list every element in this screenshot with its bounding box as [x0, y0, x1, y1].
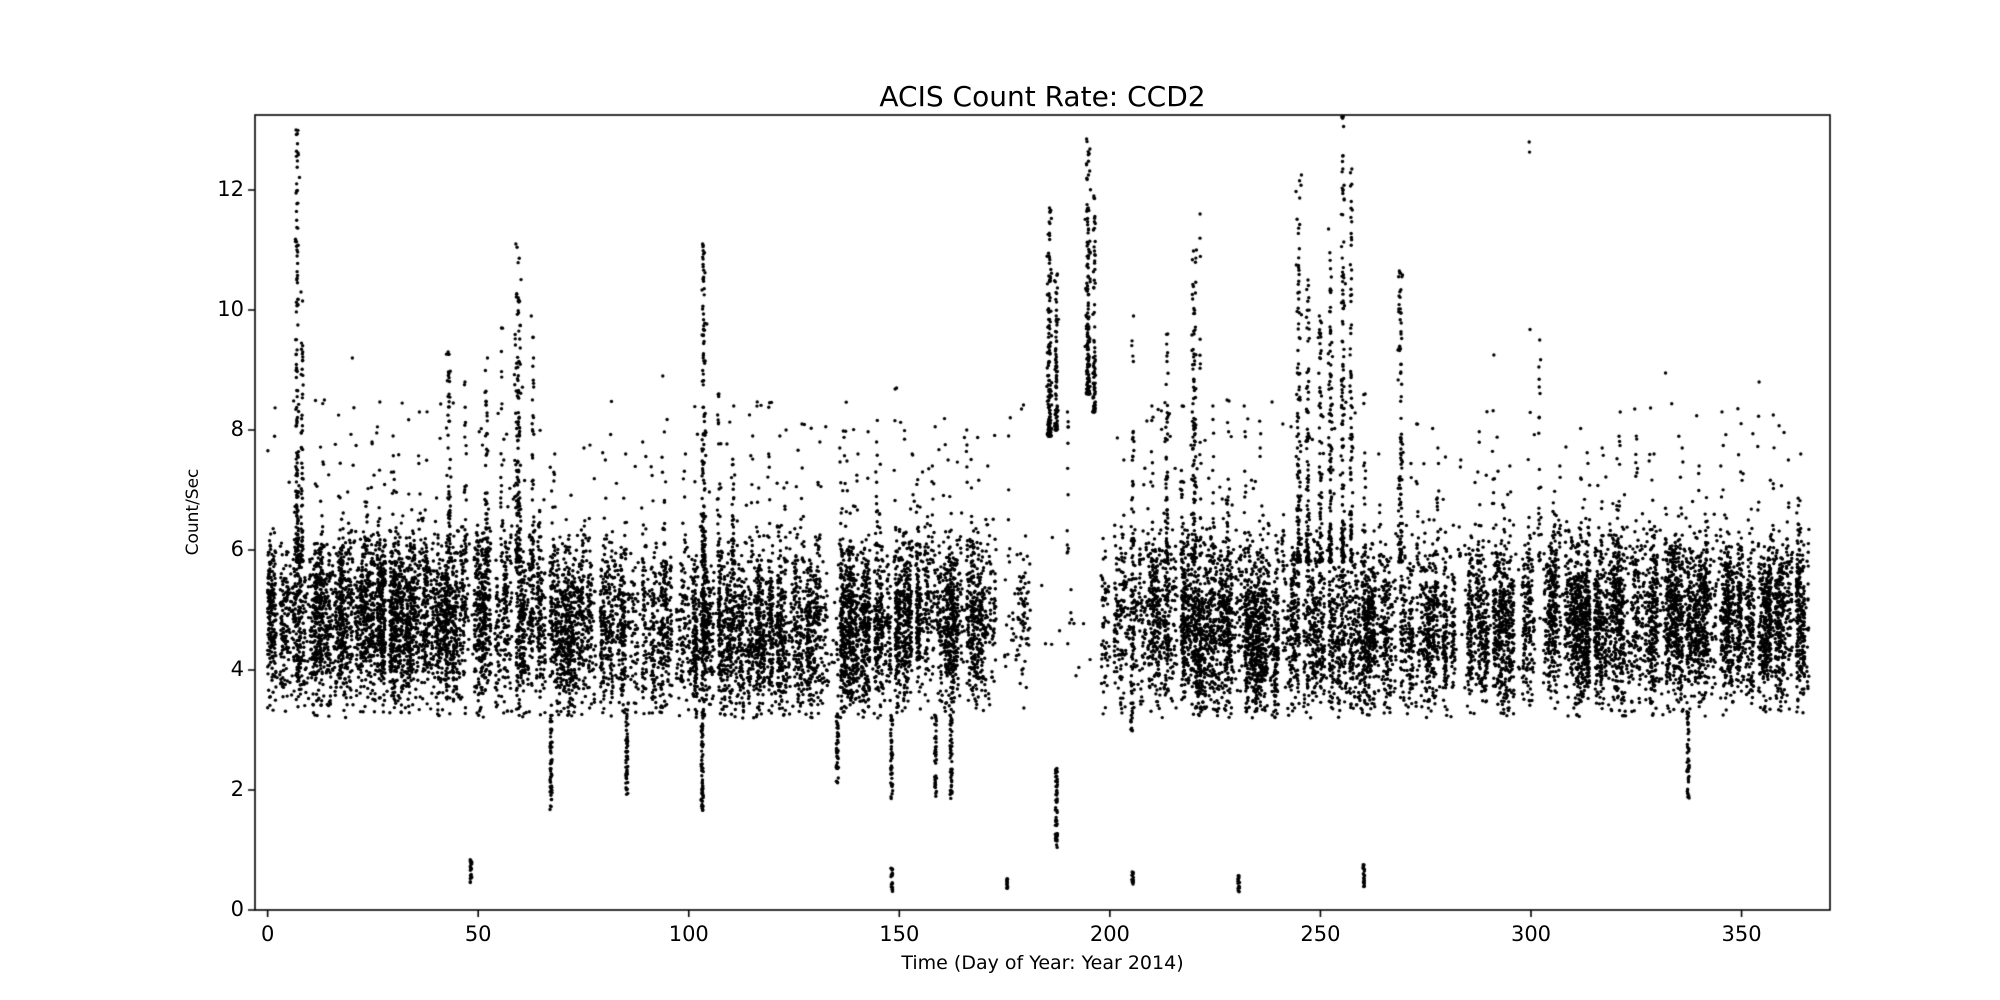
- y-axis-label: Count/Sec: [183, 468, 203, 556]
- x-axis-label: Time (Day of Year: Year 2014): [901, 952, 1184, 974]
- y-tick-label: 12: [217, 177, 244, 201]
- x-tick-label: 350: [1721, 922, 1762, 946]
- y-tick-label: 2: [230, 777, 244, 801]
- x-tick-label: 150: [879, 922, 920, 946]
- x-tick-label: 300: [1510, 922, 1552, 946]
- x-tick-label: 200: [1089, 922, 1130, 946]
- y-tick-label: 10: [217, 297, 244, 321]
- x-tick-label: 0: [260, 922, 275, 946]
- y-tick-label: 0: [230, 897, 244, 921]
- x-tick-label: 250: [1300, 922, 1341, 946]
- y-tick-label: 4: [230, 657, 244, 681]
- x-tick-label: 50: [464, 922, 492, 946]
- x-tick-label: 100: [668, 922, 709, 946]
- y-tick-label: 8: [230, 417, 244, 441]
- y-tick-label: 6: [230, 537, 244, 561]
- chart-title: ACIS Count Rate: CCD2: [879, 80, 1206, 113]
